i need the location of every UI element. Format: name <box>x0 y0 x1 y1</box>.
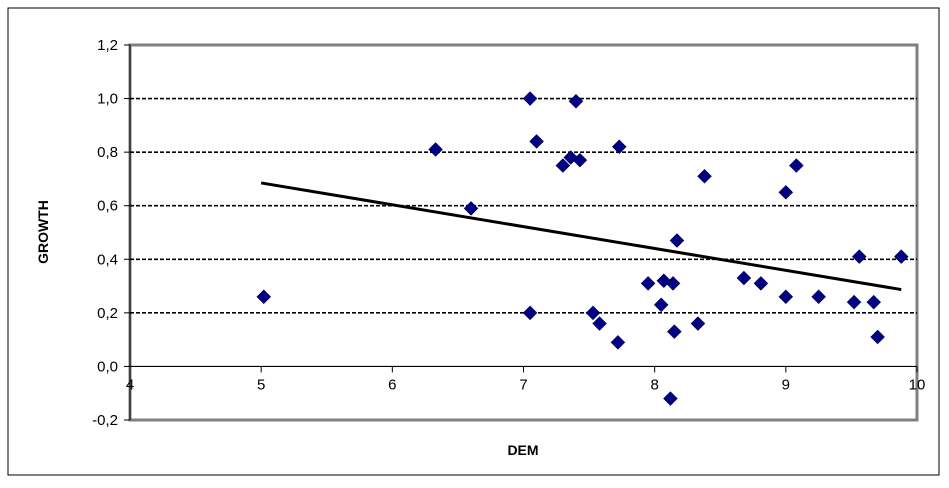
data-point <box>463 201 479 216</box>
tick-labels: -0,2 0,0 0,2 0,4 0,6 0,8 1,0 1,2 4 5 6 7 8 9 10 <box>92 37 925 429</box>
data-point <box>666 324 682 339</box>
data-point <box>653 297 669 313</box>
data-point <box>529 134 544 149</box>
y-tick-label: 0,0 <box>97 358 118 375</box>
y-tick-label: 1,2 <box>97 37 118 54</box>
data-point <box>665 276 681 291</box>
data-point <box>610 334 626 350</box>
data-point <box>690 316 706 331</box>
trendline-layer <box>260 181 902 292</box>
data-point <box>555 158 571 173</box>
data-point <box>851 249 867 264</box>
data-point <box>736 270 752 286</box>
data-point <box>256 289 272 305</box>
y-tick-label: 0,8 <box>97 144 118 161</box>
data-point <box>788 158 804 173</box>
x-axis-title: DEM <box>507 442 538 458</box>
data-point <box>870 329 886 345</box>
x-tick-label: 4 <box>126 376 134 393</box>
y-tick-label: 1,0 <box>97 91 118 108</box>
data-point <box>640 276 656 291</box>
data-point <box>811 289 826 305</box>
y-tick-label: -0,2 <box>92 412 118 429</box>
data-point <box>753 276 769 291</box>
x-tick-label: 8 <box>650 376 658 393</box>
x-tick-label: 9 <box>782 376 790 393</box>
data-point <box>778 289 794 305</box>
data-point <box>522 91 538 106</box>
data-point <box>428 142 443 157</box>
axes <box>124 44 918 421</box>
trendline <box>260 181 902 292</box>
x-tick-label: 7 <box>519 376 527 393</box>
data-point <box>846 294 862 310</box>
data-point <box>697 168 712 184</box>
x-tick-label: 10 <box>909 376 926 393</box>
y-tick-label: 0,4 <box>97 251 118 268</box>
y-tick-label: 0,2 <box>97 305 118 322</box>
y-tick-label: 0,6 <box>97 198 118 215</box>
x-tick-label: 6 <box>388 376 396 393</box>
data-points <box>256 91 909 406</box>
data-point <box>669 233 685 248</box>
data-point <box>572 152 588 168</box>
plot-area <box>128 43 919 422</box>
data-point <box>585 305 601 321</box>
data-point <box>568 93 584 109</box>
y-axis-title: GROWTH <box>35 200 51 264</box>
data-point <box>611 139 627 155</box>
data-point <box>893 249 909 264</box>
x-tick-label: 5 <box>257 376 265 393</box>
data-point <box>522 305 538 321</box>
data-point <box>592 316 607 331</box>
data-point <box>866 294 882 310</box>
data-point <box>663 391 678 406</box>
data-point <box>778 184 794 200</box>
